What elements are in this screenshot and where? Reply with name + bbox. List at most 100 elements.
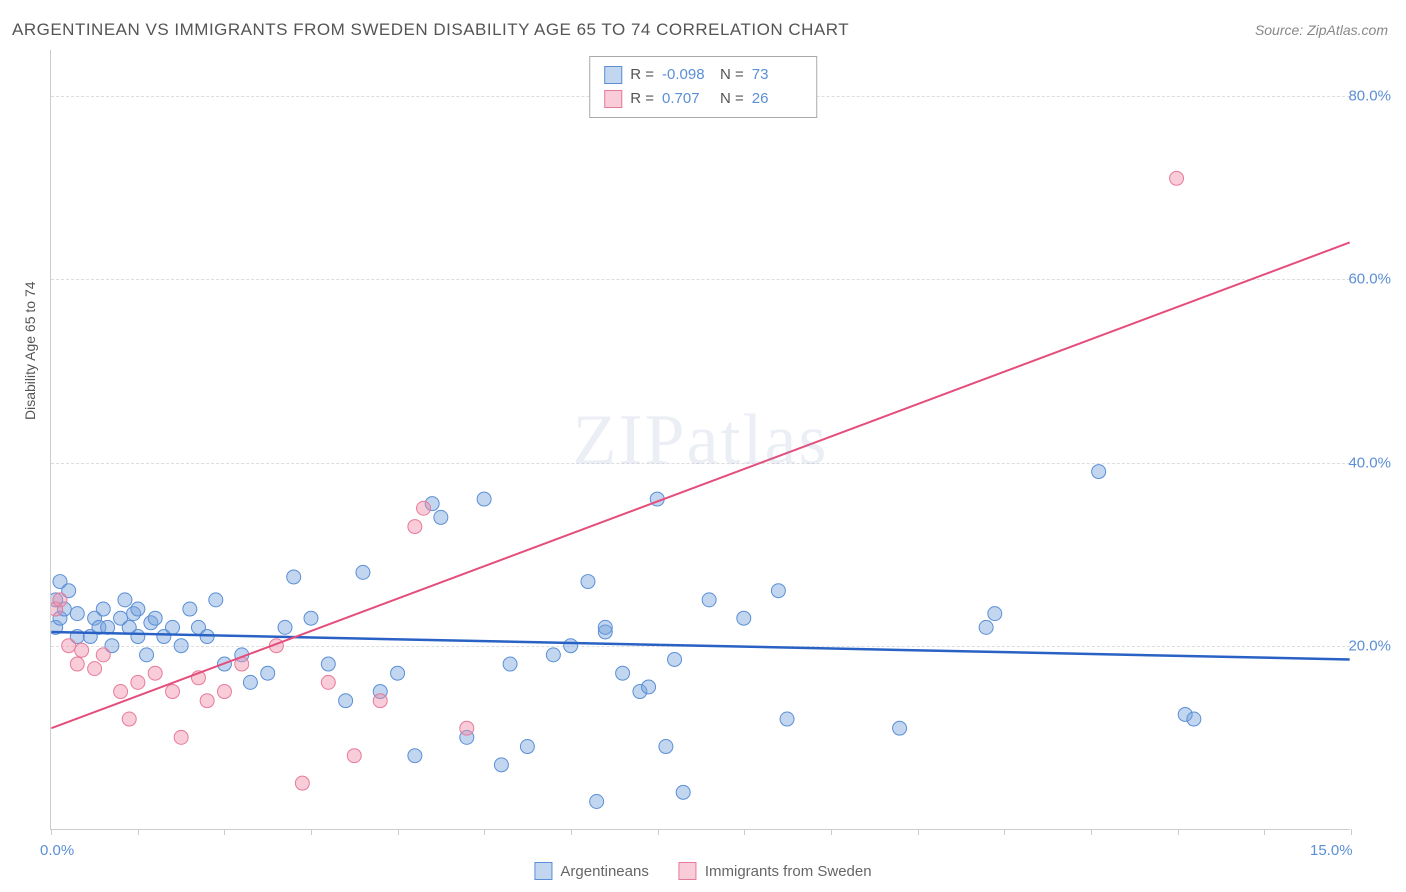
n-label: N = (720, 63, 744, 87)
plot-area: ZIPatlas (50, 50, 1350, 830)
data-point (183, 602, 197, 616)
x-tick (51, 829, 52, 835)
data-point (114, 685, 128, 699)
data-point (200, 694, 214, 708)
data-point (174, 730, 188, 744)
data-point (347, 749, 361, 763)
data-point (295, 776, 309, 790)
data-point (118, 593, 132, 607)
data-point (53, 593, 67, 607)
y-tick-label: 60.0% (1348, 271, 1391, 288)
source-attribution: Source: ZipAtlas.com (1255, 22, 1388, 38)
data-point (391, 666, 405, 680)
chart-container: ARGENTINEAN VS IMMIGRANTS FROM SWEDEN DI… (0, 0, 1406, 892)
data-point (75, 643, 89, 657)
legend-swatch (604, 66, 622, 84)
legend-item: Immigrants from Sweden (679, 862, 872, 880)
data-point (62, 639, 76, 653)
y-tick-label: 80.0% (1348, 87, 1391, 104)
data-point (373, 694, 387, 708)
data-point (668, 652, 682, 666)
data-point (408, 749, 422, 763)
data-point (988, 607, 1002, 621)
data-point (131, 630, 145, 644)
data-point (287, 570, 301, 584)
correlation-legend: R = -0.098 N = 73 R = 0.707 N = 26 (589, 56, 817, 118)
data-point (546, 648, 560, 662)
x-tick (398, 829, 399, 835)
data-point (140, 648, 154, 662)
r-value: 0.707 (662, 87, 712, 111)
x-tick (831, 829, 832, 835)
x-tick (1004, 829, 1005, 835)
data-point (243, 675, 257, 689)
x-axis-max-label: 15.0% (1310, 842, 1353, 859)
data-point (70, 657, 84, 671)
x-tick (138, 829, 139, 835)
data-point (209, 593, 223, 607)
r-value: -0.098 (662, 63, 712, 87)
n-value: 73 (752, 63, 802, 87)
x-tick (571, 829, 572, 835)
data-point (321, 675, 335, 689)
data-point (122, 712, 136, 726)
data-point (581, 575, 595, 589)
data-point (659, 740, 673, 754)
data-point (96, 648, 110, 662)
n-label: N = (720, 87, 744, 111)
legend-row: R = 0.707 N = 26 (604, 87, 802, 111)
data-point (148, 611, 162, 625)
data-point (503, 657, 517, 671)
y-axis-label: Disability Age 65 to 74 (22, 281, 38, 420)
data-point (339, 694, 353, 708)
data-point (460, 721, 474, 735)
legend-swatch (534, 862, 552, 880)
data-point (564, 639, 578, 653)
x-tick (1091, 829, 1092, 835)
data-point (642, 680, 656, 694)
x-tick (484, 829, 485, 835)
data-point (477, 492, 491, 506)
legend-label: Immigrants from Sweden (705, 863, 872, 880)
data-point (780, 712, 794, 726)
data-point (417, 501, 431, 515)
data-point (148, 666, 162, 680)
data-point (321, 657, 335, 671)
data-point (166, 685, 180, 699)
x-axis-min-label: 0.0% (40, 842, 74, 859)
data-point (598, 620, 612, 634)
data-point (676, 785, 690, 799)
data-point (1170, 171, 1184, 185)
y-tick-label: 40.0% (1348, 454, 1391, 471)
data-point (131, 602, 145, 616)
data-point (131, 675, 145, 689)
data-point (1092, 465, 1106, 479)
data-point (217, 685, 231, 699)
r-label: R = (630, 63, 654, 87)
legend-row: R = -0.098 N = 73 (604, 63, 802, 87)
data-point (520, 740, 534, 754)
data-point (494, 758, 508, 772)
x-tick (1264, 829, 1265, 835)
legend-item: Argentineans (534, 862, 648, 880)
data-point (278, 620, 292, 634)
r-label: R = (630, 87, 654, 111)
legend-label: Argentineans (560, 863, 648, 880)
n-value: 26 (752, 87, 802, 111)
x-tick (1178, 829, 1179, 835)
scatter-plot (51, 50, 1350, 829)
data-point (771, 584, 785, 598)
data-point (737, 611, 751, 625)
data-point (979, 620, 993, 634)
data-point (88, 662, 102, 676)
x-tick (658, 829, 659, 835)
x-tick (224, 829, 225, 835)
data-point (304, 611, 318, 625)
x-tick (744, 829, 745, 835)
legend-swatch (679, 862, 697, 880)
data-point (590, 795, 604, 809)
data-point (261, 666, 275, 680)
data-point (702, 593, 716, 607)
data-point (616, 666, 630, 680)
series-legend: Argentineans Immigrants from Sweden (534, 862, 871, 880)
